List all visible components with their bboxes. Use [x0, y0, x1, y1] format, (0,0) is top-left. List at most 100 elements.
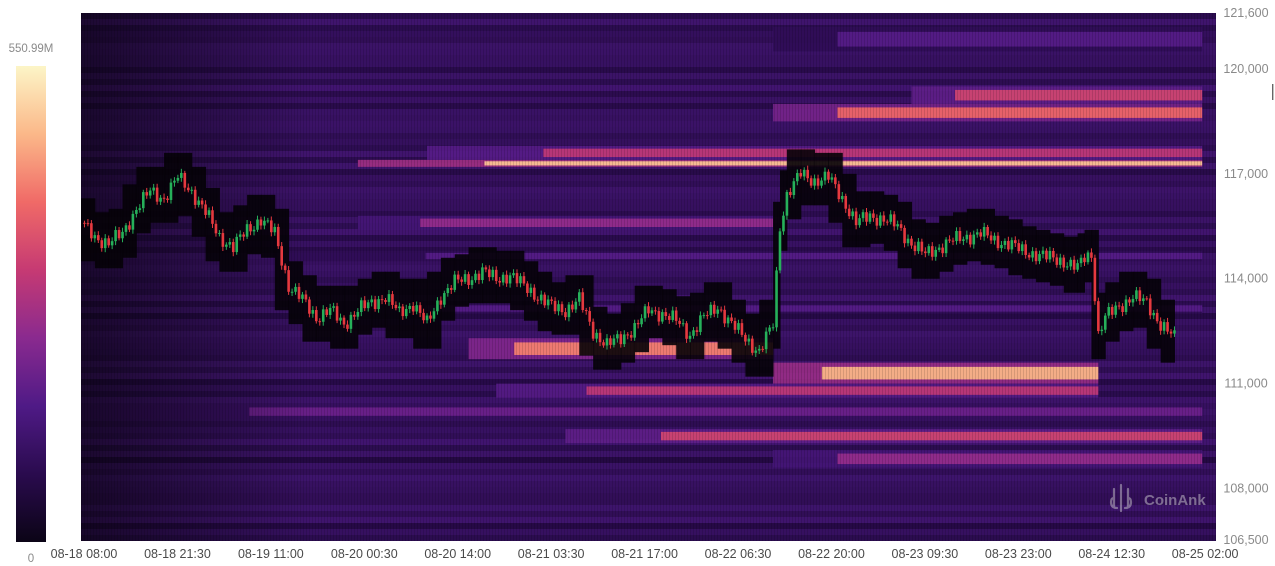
colorbar-min-label: 0: [28, 553, 34, 565]
scanline: [891, 13, 892, 541]
candle-body: [958, 231, 962, 241]
scanline: [225, 13, 226, 541]
candle-body: [1093, 257, 1097, 302]
candle-body: [730, 317, 733, 321]
scanline: [525, 13, 526, 541]
candle-body: [979, 232, 982, 237]
x-tick-label: 08-20 00:30: [331, 547, 398, 561]
scanline: [414, 13, 415, 541]
scanline: [759, 13, 760, 541]
scanline: [201, 13, 202, 541]
scanline: [1155, 13, 1156, 541]
candle-body: [1135, 290, 1138, 299]
candle-body: [152, 187, 155, 191]
scanline: [348, 13, 349, 541]
scanline: [894, 13, 895, 541]
scanline: [1053, 13, 1054, 541]
candle-body: [858, 218, 861, 226]
scanline: [867, 13, 868, 541]
candle-body: [671, 310, 675, 320]
candle-body: [145, 192, 149, 196]
scanline: [273, 13, 274, 541]
scanline: [159, 13, 160, 541]
candle-body: [702, 315, 706, 317]
candle-body: [661, 312, 664, 322]
heatmap-row: [81, 499, 1216, 505]
candle-body: [519, 276, 522, 284]
scanline: [1029, 13, 1030, 541]
candle-body: [969, 234, 972, 245]
scanline: [708, 13, 709, 541]
candle-body: [481, 267, 484, 281]
scanline: [189, 13, 190, 541]
heatmap-row: [81, 13, 1216, 19]
candle-body: [363, 300, 367, 309]
scanline: [1185, 13, 1186, 541]
candle-body: [588, 311, 591, 322]
candle-body: [183, 172, 187, 188]
scanline: [831, 13, 832, 541]
candle-body: [975, 232, 979, 235]
scanline: [927, 13, 928, 541]
scanline: [534, 13, 535, 541]
consumed-zone: [1008, 219, 1023, 276]
candle-body: [892, 214, 896, 227]
candle-body: [1097, 301, 1100, 332]
heatmap-row: [81, 19, 1216, 25]
scanline: [1143, 13, 1144, 541]
scanline: [318, 13, 319, 541]
candle-body: [751, 338, 754, 353]
scanline: [663, 13, 664, 541]
scanline: [144, 13, 145, 541]
scanline: [537, 13, 538, 541]
candle-body: [1069, 259, 1072, 267]
scanline: [870, 13, 871, 541]
heatmap-layer: [81, 13, 1216, 541]
scanline: [372, 13, 373, 541]
candle-body: [463, 274, 467, 282]
candle-body: [394, 304, 398, 309]
scanline: [168, 13, 169, 541]
candle-body: [121, 231, 124, 239]
candle-body: [616, 334, 619, 339]
candle-body: [1138, 290, 1142, 302]
scanline: [999, 13, 1000, 541]
candle-body: [560, 304, 564, 313]
scanline: [387, 13, 388, 541]
candle-body: [391, 294, 394, 305]
scanline: [432, 13, 433, 541]
candle-body: [602, 342, 605, 346]
heatmap-row: [81, 469, 1216, 475]
candle-body: [633, 323, 636, 338]
candle-body: [882, 215, 886, 222]
scanline: [426, 13, 427, 541]
candle-body: [1000, 244, 1003, 249]
liquidity-band: [543, 148, 1203, 158]
scanline: [798, 13, 799, 541]
candle-body: [304, 294, 308, 300]
candle-body: [636, 323, 640, 325]
scanline: [1140, 13, 1141, 541]
candle-body: [709, 304, 713, 316]
scanline: [885, 13, 886, 541]
candle-body: [328, 307, 332, 315]
candle-body: [1090, 252, 1093, 258]
candle-body: [1017, 243, 1021, 252]
scanline: [402, 13, 403, 541]
candle-body: [889, 214, 893, 222]
candle-body: [349, 314, 353, 329]
scanline: [567, 13, 568, 541]
candle-body: [667, 316, 671, 320]
candle-body: [242, 234, 245, 237]
scanline: [630, 13, 631, 541]
scanline: [933, 13, 934, 541]
x-tick-label: 08-21 17:00: [611, 547, 678, 561]
candle-body: [681, 323, 685, 325]
heatmap-row: [81, 193, 1216, 199]
heatmap-row: [81, 361, 1216, 367]
candle-body: [775, 270, 778, 328]
scanline: [195, 13, 196, 541]
candle-body: [1148, 298, 1152, 316]
candle-body: [1048, 250, 1052, 260]
scanline: [378, 13, 379, 541]
